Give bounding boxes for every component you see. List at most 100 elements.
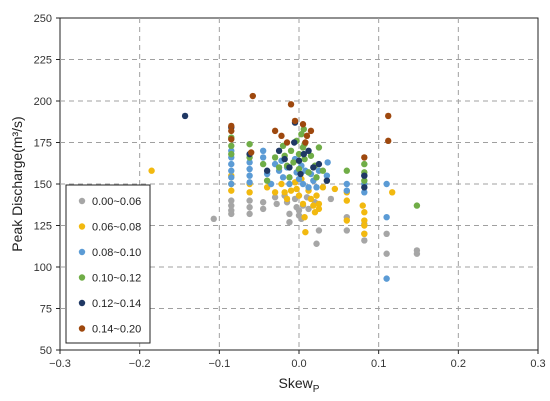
data-point: [291, 117, 299, 125]
data-point: [295, 207, 303, 214]
data-point: [295, 192, 303, 199]
data-point: [293, 185, 300, 193]
data-point: [286, 218, 293, 226]
y-tick-label: 250: [34, 13, 52, 25]
y-tick-label: 100: [34, 262, 52, 274]
data-point: [259, 205, 267, 213]
data-point: [278, 180, 285, 188]
data-points: [148, 92, 421, 282]
data-point: [248, 149, 255, 156]
data-point: [278, 132, 285, 140]
data-point: [291, 139, 298, 146]
data-point: [413, 202, 421, 209]
data-point: [228, 127, 235, 135]
data-point: [361, 217, 368, 224]
data-point: [310, 202, 317, 209]
data-point: [271, 194, 279, 201]
data-point: [343, 187, 350, 194]
data-point: [295, 175, 303, 183]
x-axis-title-subscript: P: [313, 384, 320, 395]
data-point: [246, 140, 253, 148]
x-tick-label: −0.3: [49, 358, 71, 370]
data-point: [286, 210, 293, 218]
x-tick-label: 0.3: [530, 358, 545, 370]
data-point: [299, 121, 307, 128]
data-point: [315, 144, 323, 151]
data-point: [271, 127, 279, 135]
y-axis-title: Peak Discharge(m³/s): [9, 116, 25, 251]
legend-marker: [78, 223, 86, 230]
data-point: [286, 180, 293, 188]
data-point: [361, 237, 368, 244]
data-point: [361, 172, 368, 179]
data-point: [315, 227, 323, 234]
legend-marker: [78, 197, 86, 205]
data-point: [228, 160, 235, 168]
data-point: [327, 195, 335, 203]
data-point: [246, 197, 253, 204]
data-point: [271, 189, 279, 196]
data-point: [228, 174, 235, 181]
data-point: [302, 139, 309, 146]
data-point: [315, 160, 323, 168]
x-axis-ticks: −0.3 −0.2 −0.1 0.0 0.1 0.2 0.3: [49, 350, 546, 370]
data-point: [281, 155, 288, 163]
data-point: [383, 275, 390, 282]
data-point: [246, 165, 253, 173]
data-point: [287, 147, 295, 154]
data-point: [300, 150, 307, 158]
data-point: [181, 112, 189, 120]
x-tick-label: −0.2: [129, 358, 151, 370]
data-point: [228, 197, 235, 204]
y-tick-label: 75: [40, 304, 52, 316]
legend-marker: [78, 274, 86, 281]
data-point: [313, 184, 320, 191]
data-point: [385, 112, 392, 120]
data-point: [228, 202, 235, 209]
data-point: [287, 101, 295, 108]
data-point: [361, 160, 368, 168]
data-point: [385, 137, 392, 145]
data-point: [228, 122, 235, 130]
data-point: [275, 147, 283, 154]
data-point: [343, 227, 350, 234]
data-point: [361, 222, 368, 229]
legend-marker: [78, 299, 86, 307]
legend-box: [65, 184, 151, 344]
data-point: [361, 230, 368, 237]
data-point: [298, 131, 305, 138]
y-tick-label: 125: [34, 221, 52, 233]
x-axis-title-main: Skew: [279, 375, 314, 391]
data-point: [389, 189, 396, 196]
data-point: [343, 167, 350, 174]
data-point: [228, 187, 235, 194]
data-point: [249, 92, 256, 100]
data-point: [324, 159, 331, 166]
legend-marker: [78, 325, 86, 332]
data-point: [303, 132, 311, 140]
y-tick-label: 150: [34, 179, 52, 191]
data-point: [343, 180, 350, 188]
data-point: [286, 174, 293, 181]
data-point: [210, 215, 217, 223]
data-point: [383, 180, 390, 188]
data-point: [295, 157, 303, 164]
legend-label: 0.14~0.20: [92, 324, 141, 336]
data-point: [259, 147, 267, 154]
data-point: [259, 160, 267, 168]
data-point: [323, 172, 331, 179]
y-tick-label: 225: [34, 55, 52, 67]
y-tick-label: 50: [40, 345, 52, 357]
data-point: [315, 205, 323, 213]
legend-label: 0.00~0.06: [92, 196, 141, 208]
data-point: [287, 187, 295, 194]
x-tick-label: 0.0: [291, 358, 306, 370]
data-point: [343, 217, 350, 224]
legend-label: 0.08~0.10: [92, 247, 141, 259]
data-point: [313, 174, 320, 181]
data-point: [228, 142, 235, 150]
data-point: [246, 204, 253, 211]
data-point: [305, 184, 312, 191]
data-point: [383, 230, 390, 237]
data-point: [263, 167, 271, 174]
